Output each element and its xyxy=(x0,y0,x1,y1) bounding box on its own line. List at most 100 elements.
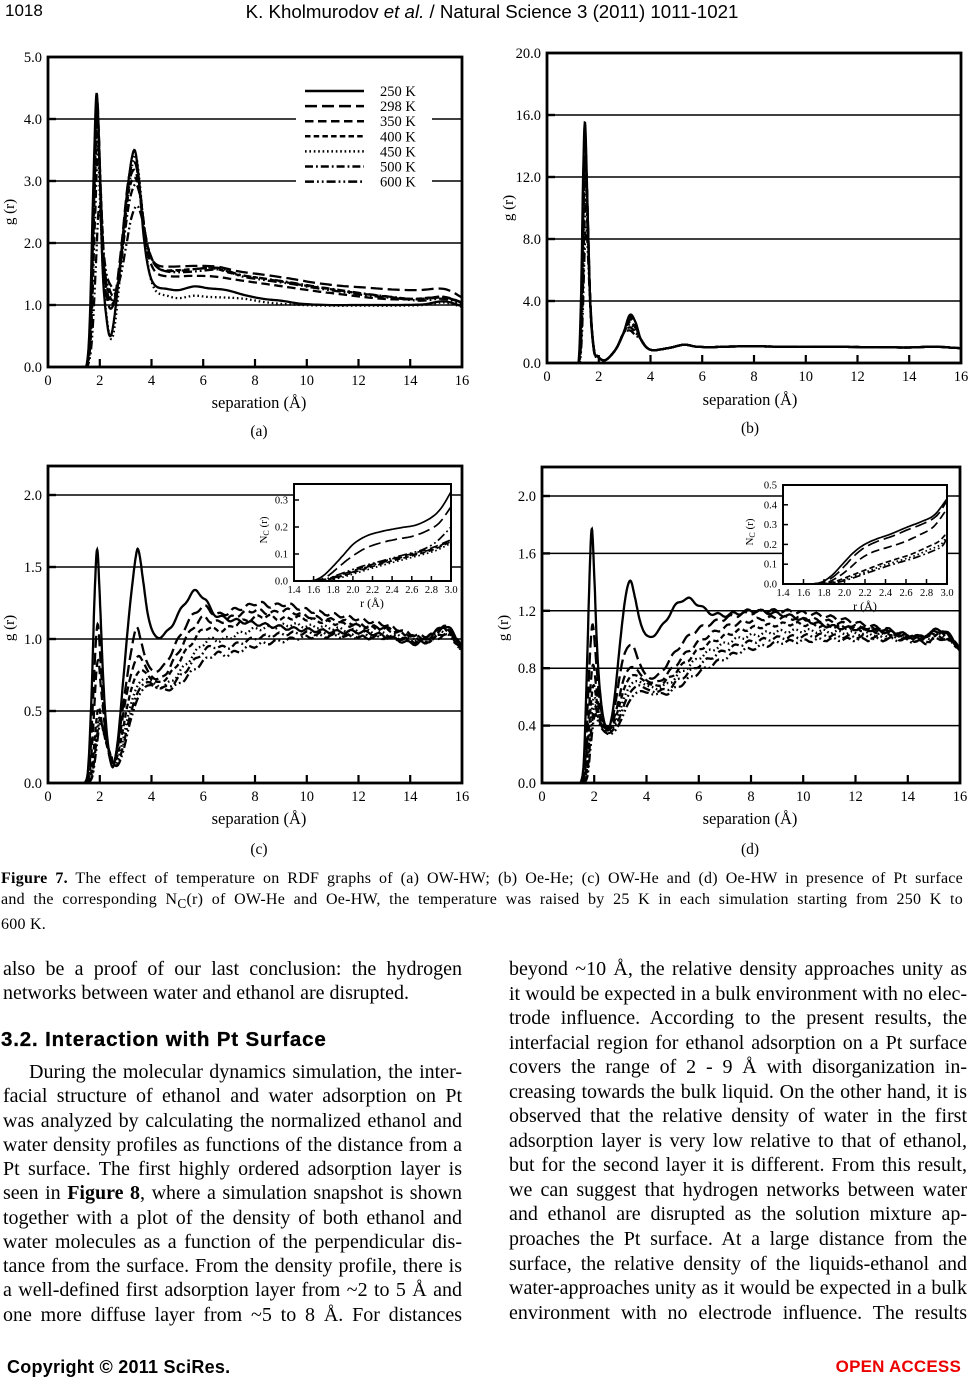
svg-text:0.0: 0.0 xyxy=(24,360,42,376)
svg-text:12: 12 xyxy=(850,369,865,385)
svg-text:1.6: 1.6 xyxy=(797,588,810,599)
svg-text:6: 6 xyxy=(200,789,207,805)
svg-text:2.4: 2.4 xyxy=(386,585,400,596)
svg-text:14: 14 xyxy=(403,373,418,389)
svg-text:g (r): g (r) xyxy=(501,195,517,221)
svg-text:3.0: 3.0 xyxy=(444,585,457,596)
svg-text:12.0: 12.0 xyxy=(516,170,541,186)
svg-text:600 K: 600 K xyxy=(380,175,416,191)
svg-text:8.0: 8.0 xyxy=(523,232,541,248)
svg-text:450 K: 450 K xyxy=(380,144,416,160)
svg-text:0.3: 0.3 xyxy=(764,520,777,531)
svg-text:2.4: 2.4 xyxy=(879,588,893,599)
svg-text:(b): (b) xyxy=(741,420,759,437)
svg-text:2.8: 2.8 xyxy=(425,585,438,596)
svg-text:3.0: 3.0 xyxy=(940,588,953,599)
svg-text:1.2: 1.2 xyxy=(518,604,536,620)
svg-text:8: 8 xyxy=(750,369,757,385)
svg-text:4: 4 xyxy=(647,369,655,385)
svg-text:16: 16 xyxy=(455,789,470,805)
svg-text:0: 0 xyxy=(543,369,550,385)
svg-text:0.4: 0.4 xyxy=(518,719,537,735)
svg-text:0.0: 0.0 xyxy=(523,356,541,372)
svg-text:r (Å): r (Å) xyxy=(360,596,384,610)
svg-text:0.1: 0.1 xyxy=(275,550,288,561)
svg-text:g (r): g (r) xyxy=(2,615,18,641)
svg-text:4.0: 4.0 xyxy=(24,112,42,128)
svg-text:0.0: 0.0 xyxy=(518,776,536,792)
svg-text:1.4: 1.4 xyxy=(776,588,790,599)
svg-text:2.0: 2.0 xyxy=(24,236,42,252)
svg-text:2.2: 2.2 xyxy=(366,585,379,596)
svg-text:10: 10 xyxy=(300,373,315,389)
svg-text:0.5: 0.5 xyxy=(24,704,42,720)
svg-text:10: 10 xyxy=(799,369,814,385)
svg-text:2: 2 xyxy=(595,369,602,385)
svg-text:4: 4 xyxy=(643,789,651,805)
svg-text:12: 12 xyxy=(848,789,863,805)
svg-text:1.6: 1.6 xyxy=(518,546,536,562)
svg-text:14: 14 xyxy=(901,789,916,805)
svg-text:2: 2 xyxy=(591,789,598,805)
svg-text:0.0: 0.0 xyxy=(24,776,42,792)
svg-text:3.0: 3.0 xyxy=(24,174,42,190)
svg-text:2: 2 xyxy=(96,373,103,389)
svg-text:16: 16 xyxy=(954,369,968,385)
svg-text:2.6: 2.6 xyxy=(405,585,418,596)
svg-text:2.0: 2.0 xyxy=(518,489,536,505)
svg-text:0.1: 0.1 xyxy=(764,560,777,571)
svg-text:0: 0 xyxy=(44,373,51,389)
svg-text:0.5: 0.5 xyxy=(764,481,777,492)
svg-text:10: 10 xyxy=(796,789,811,805)
svg-text:0.0: 0.0 xyxy=(764,580,777,591)
svg-text:16: 16 xyxy=(953,789,968,805)
svg-text:10: 10 xyxy=(300,789,315,805)
svg-text:separation (Å): separation (Å) xyxy=(703,390,798,409)
svg-text:0.2: 0.2 xyxy=(764,540,777,551)
svg-text:8: 8 xyxy=(251,789,258,805)
svg-text:298 K: 298 K xyxy=(380,99,416,115)
svg-text:1.0: 1.0 xyxy=(24,298,42,314)
svg-text:4: 4 xyxy=(148,373,156,389)
svg-text:6: 6 xyxy=(699,369,706,385)
svg-text:NC (r): NC (r) xyxy=(258,516,271,543)
svg-text:(a): (a) xyxy=(250,423,267,440)
svg-text:400 K: 400 K xyxy=(380,129,416,145)
svg-text:8: 8 xyxy=(747,789,754,805)
svg-text:r (Å): r (Å) xyxy=(853,599,877,613)
svg-text:500 K: 500 K xyxy=(380,160,416,176)
svg-text:0.2: 0.2 xyxy=(275,523,288,534)
svg-text:16: 16 xyxy=(455,373,470,389)
svg-text:14: 14 xyxy=(902,369,917,385)
svg-text:12: 12 xyxy=(351,789,366,805)
svg-text:NC (r): NC (r) xyxy=(744,518,757,545)
svg-text:0: 0 xyxy=(44,789,51,805)
svg-text:6: 6 xyxy=(200,373,207,389)
svg-text:20.0: 20.0 xyxy=(516,46,541,62)
svg-text:8: 8 xyxy=(251,373,258,389)
svg-text:g (r): g (r) xyxy=(496,615,512,641)
svg-text:250 K: 250 K xyxy=(380,84,416,100)
svg-text:16.0: 16.0 xyxy=(516,108,541,124)
svg-text:g (r): g (r) xyxy=(2,199,18,225)
svg-text:0.0: 0.0 xyxy=(275,577,288,588)
svg-text:0.3: 0.3 xyxy=(275,496,288,507)
svg-text:2.2: 2.2 xyxy=(858,588,871,599)
svg-text:0: 0 xyxy=(538,789,545,805)
svg-text:4.0: 4.0 xyxy=(523,294,541,310)
svg-text:(d): (d) xyxy=(741,841,759,858)
svg-text:1.6: 1.6 xyxy=(307,585,320,596)
svg-text:separation (Å): separation (Å) xyxy=(212,393,307,412)
svg-text:1.4: 1.4 xyxy=(287,585,301,596)
svg-text:2.0: 2.0 xyxy=(24,488,42,504)
svg-text:5.0: 5.0 xyxy=(24,50,42,66)
svg-text:0.4: 0.4 xyxy=(764,500,778,511)
svg-text:14: 14 xyxy=(403,789,418,805)
svg-text:4: 4 xyxy=(148,789,156,805)
svg-text:2.8: 2.8 xyxy=(920,588,933,599)
svg-text:2.0: 2.0 xyxy=(838,588,851,599)
svg-text:1.5: 1.5 xyxy=(24,560,42,576)
svg-text:350 K: 350 K xyxy=(380,114,416,130)
svg-text:separation (Å): separation (Å) xyxy=(212,809,307,828)
svg-text:1.0: 1.0 xyxy=(24,632,42,648)
